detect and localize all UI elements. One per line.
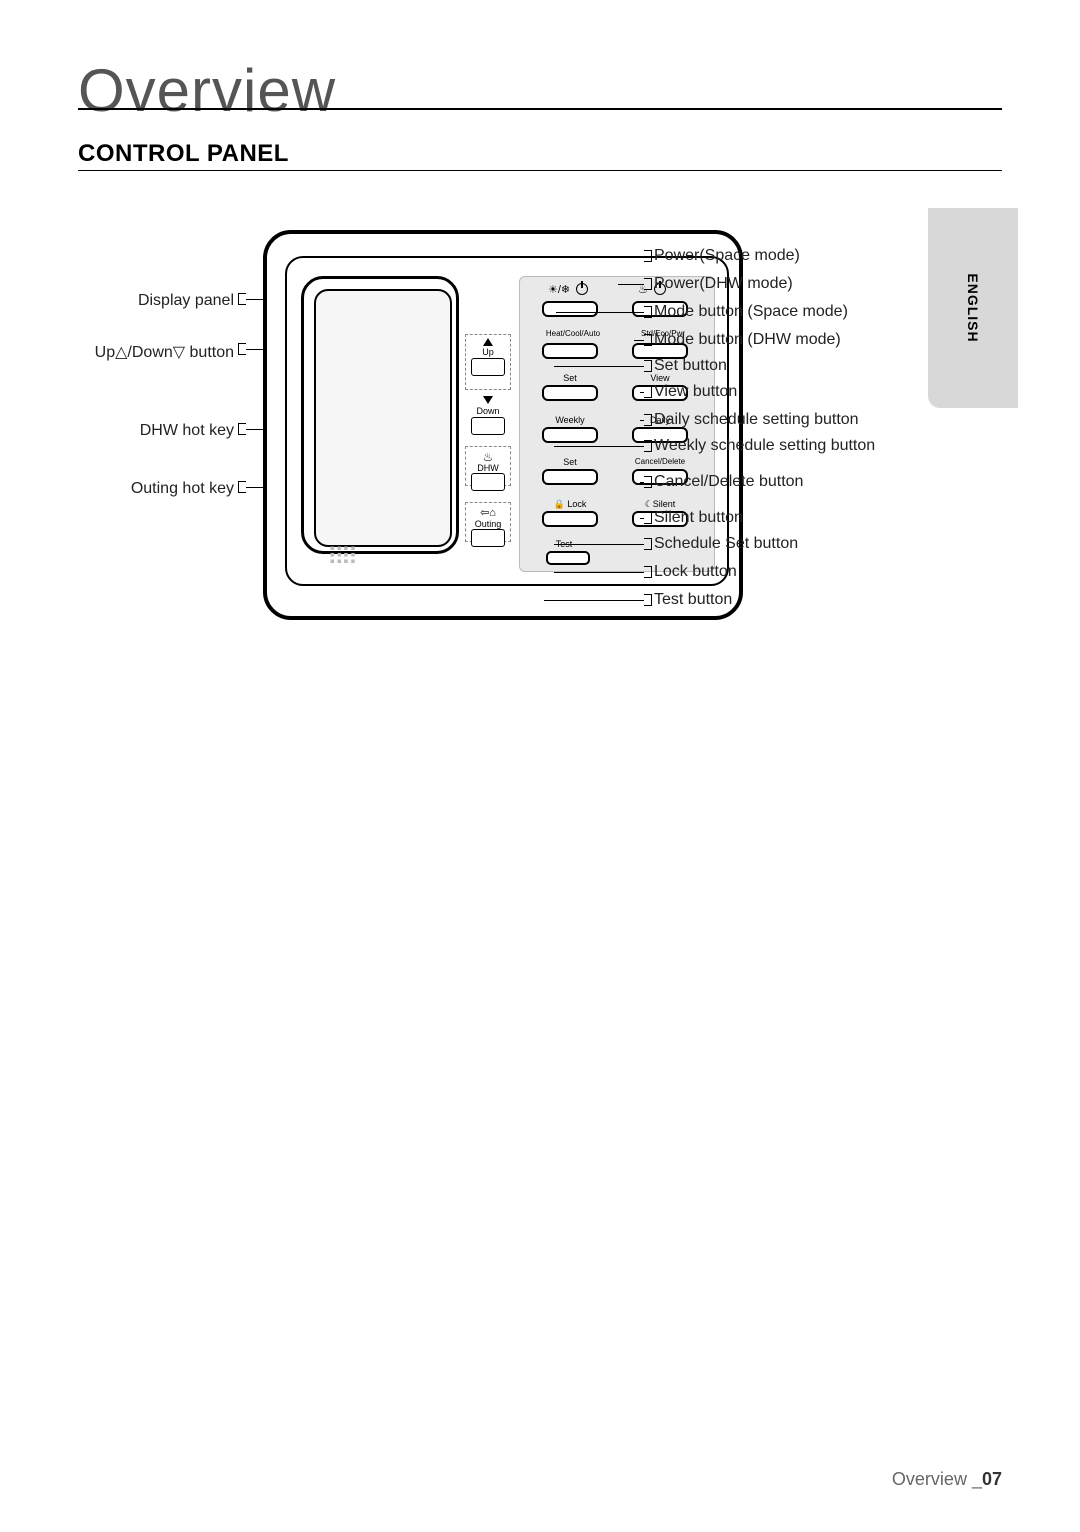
footer-section: Overview bbox=[892, 1469, 967, 1489]
weekly-button[interactable] bbox=[542, 427, 598, 443]
tick-icon bbox=[238, 343, 246, 355]
set-button[interactable] bbox=[542, 385, 598, 401]
up-button[interactable] bbox=[471, 358, 505, 376]
up-label: Up bbox=[465, 347, 511, 357]
tick-icon bbox=[644, 334, 652, 346]
outing-label: Outing bbox=[465, 519, 511, 529]
tick-icon bbox=[644, 278, 652, 290]
leader-line bbox=[554, 446, 644, 447]
section-heading: CONTROL PANEL bbox=[78, 140, 289, 168]
schedule-set-label: Set bbox=[542, 457, 598, 467]
leader-line bbox=[554, 572, 644, 573]
label-dhw-hotkey: DHW hot key bbox=[68, 422, 234, 440]
power-space-button[interactable] bbox=[542, 301, 598, 317]
tick-icon bbox=[644, 386, 652, 398]
label-view: View button bbox=[654, 382, 914, 401]
display-panel bbox=[301, 276, 459, 554]
label-silent: Silent button bbox=[654, 508, 914, 527]
label-set: Set button bbox=[654, 356, 914, 375]
leader-line bbox=[556, 256, 644, 257]
triangle-up-icon bbox=[483, 338, 493, 346]
leader-line bbox=[640, 518, 644, 519]
lock-button[interactable] bbox=[542, 511, 598, 527]
tick-icon bbox=[644, 414, 652, 426]
leader-line bbox=[618, 284, 644, 285]
leader-line bbox=[544, 600, 644, 601]
power-icon bbox=[576, 283, 588, 295]
leader-line bbox=[640, 420, 644, 421]
control-panel-diagram: Display panel Up△/Down▽ button DHW hot k… bbox=[78, 220, 1002, 640]
leader-line bbox=[554, 366, 644, 367]
label-daily: Daily schedule setting button bbox=[654, 410, 914, 429]
mode-space-label: Heat/Cool/Auto bbox=[530, 329, 616, 338]
triangle-down-icon bbox=[483, 396, 493, 404]
side-key-column: Up Down ♨ DHW ⇦⌂ Outing bbox=[465, 276, 511, 554]
speaker-dots-icon: ⠿⠿ bbox=[327, 543, 354, 572]
label-power-space: Power(Space mode) bbox=[654, 246, 914, 265]
leader-line bbox=[554, 544, 644, 545]
label-lock: Lock button bbox=[654, 562, 914, 581]
tick-icon bbox=[644, 250, 652, 262]
dhw-label: DHW bbox=[465, 463, 511, 473]
tick-icon bbox=[238, 423, 246, 435]
label-up-down: Up△/Down▽ button bbox=[68, 342, 234, 362]
tick-icon bbox=[644, 440, 652, 452]
label-mode-space: Mode button (Space mode) bbox=[654, 302, 914, 321]
down-label: Down bbox=[465, 406, 511, 416]
manual-page: Overview CONTROL PANEL ENGLISH Display p… bbox=[0, 0, 1080, 1532]
dhw-icon: ♨ bbox=[465, 450, 511, 464]
footer-page: 07 bbox=[982, 1469, 1002, 1489]
label-weekly: Weekly schedule setting button bbox=[654, 436, 914, 455]
cancel-delete-label: Cancel/Delete bbox=[624, 457, 696, 466]
label-cancel: Cancel/Delete button bbox=[654, 472, 914, 491]
tick-icon bbox=[644, 306, 652, 318]
label-display-panel: Display panel bbox=[68, 292, 234, 310]
tick-icon bbox=[238, 481, 246, 493]
test-button[interactable] bbox=[546, 551, 590, 565]
schedule-set-button[interactable] bbox=[542, 469, 598, 485]
tick-icon bbox=[644, 476, 652, 488]
lock-label: 🔒 Lock bbox=[542, 499, 598, 510]
tick-icon bbox=[644, 360, 652, 372]
label-outing-hotkey: Outing hot key bbox=[68, 480, 234, 498]
set-label: Set bbox=[542, 373, 598, 383]
leader-line bbox=[634, 340, 644, 341]
title-rule bbox=[78, 108, 1002, 110]
tick-icon bbox=[644, 512, 652, 524]
section-rule bbox=[78, 170, 1002, 171]
tick-icon bbox=[644, 538, 652, 550]
power-space-icon: ☀/❄ bbox=[548, 283, 570, 296]
tick-icon bbox=[644, 566, 652, 578]
weekly-label: Weekly bbox=[542, 415, 598, 425]
leader-line bbox=[640, 482, 644, 483]
footer: Overview _07 bbox=[892, 1469, 1002, 1490]
leader-line bbox=[556, 312, 644, 313]
tick-icon bbox=[644, 594, 652, 606]
down-button[interactable] bbox=[471, 417, 505, 435]
label-schedule-set: Schedule Set button bbox=[654, 534, 914, 553]
dhw-hotkey-button[interactable] bbox=[471, 473, 505, 491]
label-power-dhw: Power(DHW mode) bbox=[654, 274, 914, 293]
leader-line bbox=[640, 392, 644, 393]
screen bbox=[314, 289, 452, 547]
page-title: Overview bbox=[78, 56, 336, 125]
tick-icon bbox=[238, 293, 246, 305]
label-mode-dhw: Mode button (DHW mode) bbox=[654, 330, 914, 349]
label-test: Test button bbox=[654, 590, 914, 609]
outing-icon: ⇦⌂ bbox=[465, 506, 511, 519]
mode-space-button[interactable] bbox=[542, 343, 598, 359]
outing-hotkey-button[interactable] bbox=[471, 529, 505, 547]
